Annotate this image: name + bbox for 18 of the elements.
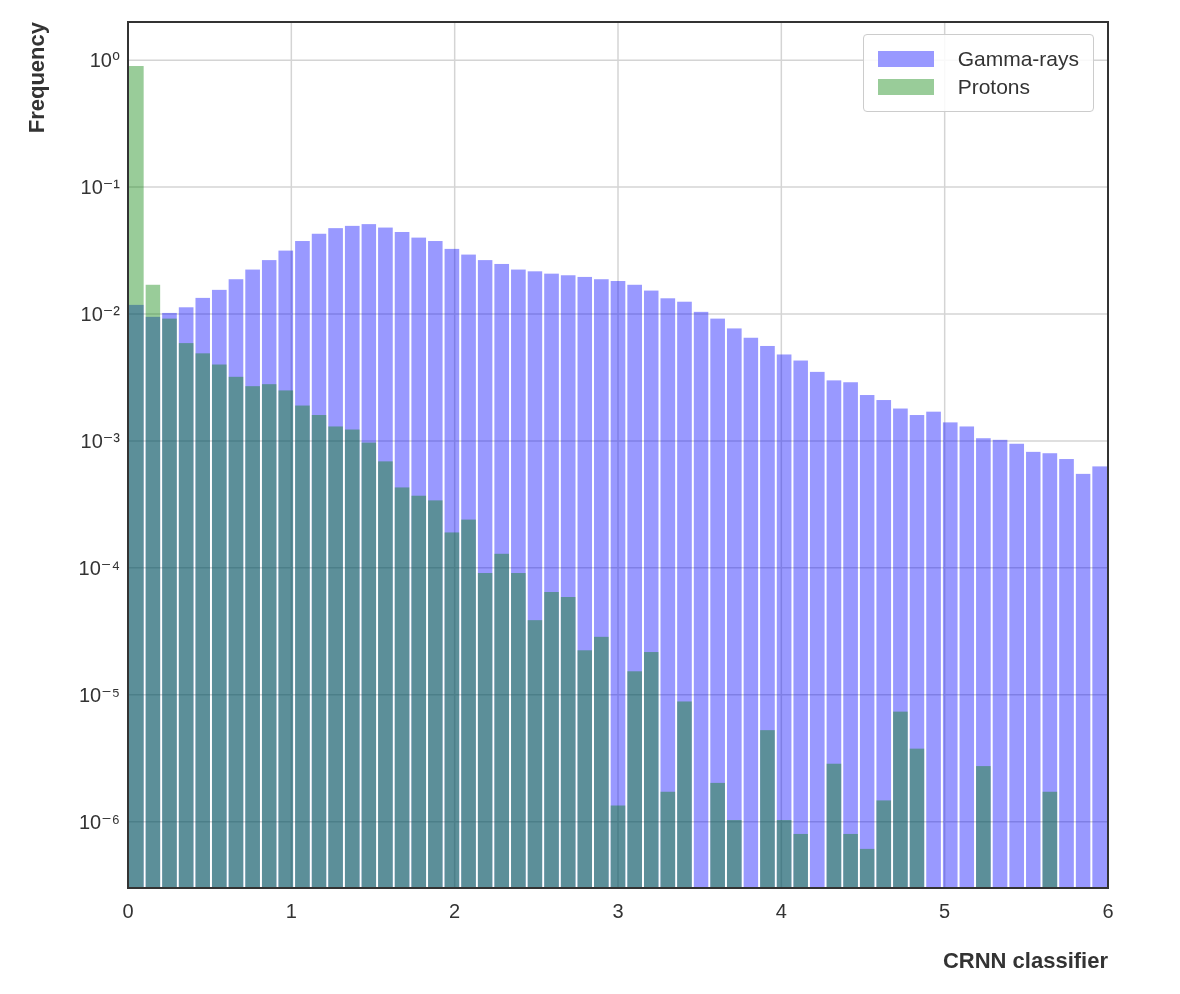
x-tick-label: 1	[285, 900, 297, 922]
y-tick-label: 10⁻³	[80, 430, 121, 453]
x-tick-label: 4	[775, 900, 787, 922]
y-tick-label: 10⁻⁴	[78, 556, 120, 579]
y-tick-label: 10⁻²	[80, 303, 121, 326]
x-tick-label: 3	[612, 900, 624, 922]
legend-label: Gamma-rays	[957, 47, 1079, 71]
y-tick-label: 10⁻⁵	[78, 683, 120, 706]
y-tick-label: 10⁻¹	[80, 176, 121, 199]
x-tick-label: 2	[449, 900, 461, 922]
x-tick-label: 6	[1102, 900, 1114, 922]
legend-label: Protons	[957, 75, 1031, 99]
y-tick-label: 10⁰	[89, 49, 120, 72]
x-tick-label: 5	[939, 900, 951, 922]
y-axis-title: Frequency	[24, 21, 49, 134]
x-axis-title: CRNN classifier	[942, 948, 1109, 973]
y-tick-label: 10⁻⁶	[78, 810, 120, 833]
x-tick-label: 0	[122, 900, 134, 922]
